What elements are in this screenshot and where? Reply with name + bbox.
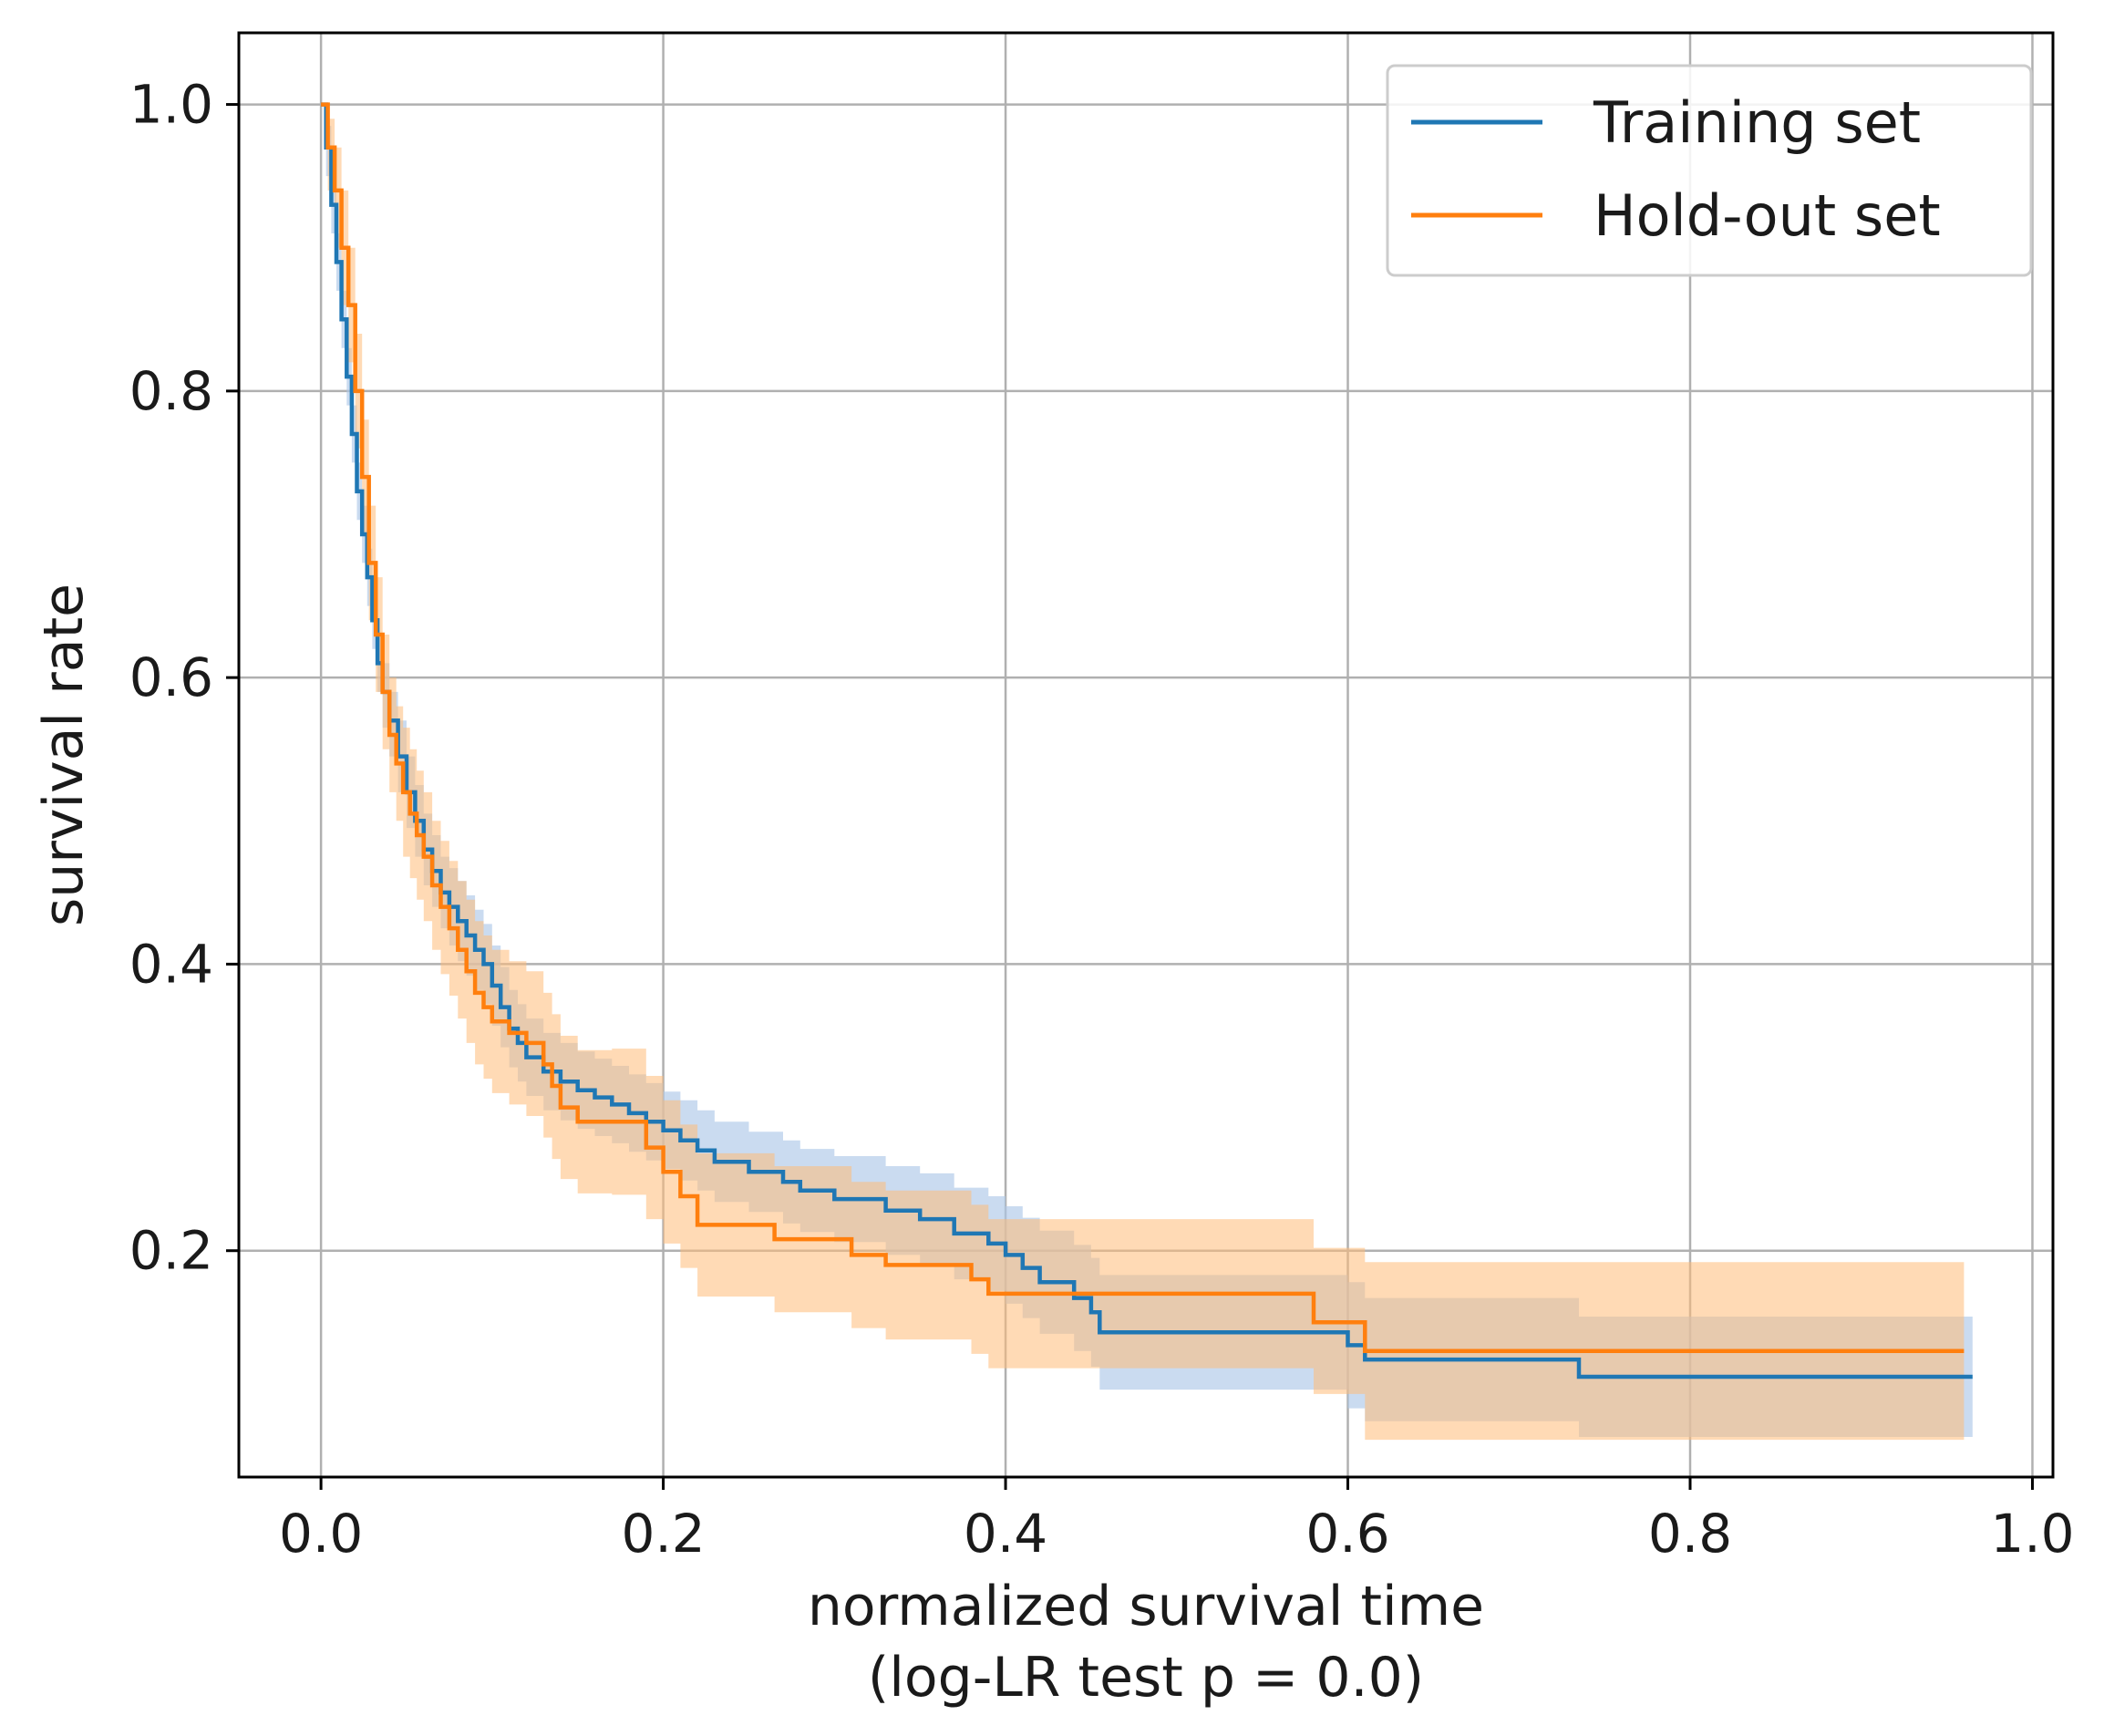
- series-line-0: [321, 102, 1973, 1380]
- x-axis-ticks: 0.0 0.2 0.4 0.6 0.8 1.0: [279, 1477, 2075, 1565]
- plot-frame: [237, 31, 2055, 1479]
- confidence-band-1: [321, 104, 1965, 1441]
- legend-box: [1386, 64, 2033, 277]
- confidence-bands: [321, 104, 1973, 1441]
- y-tick-label-2: 0.6: [129, 646, 213, 708]
- y-axis-label: survival rate: [32, 584, 96, 926]
- x-axis-label: normalized survival time: [808, 1575, 1484, 1638]
- y-tick-label-4: 1.0: [129, 74, 213, 136]
- y-tick-label-1: 0.4: [129, 933, 213, 995]
- y-axis-ticks: 0.2 0.4 0.6 0.8 1.0: [129, 74, 239, 1282]
- y-tick-label-0: 0.2: [129, 1220, 213, 1282]
- legend-label-training: Training set: [1593, 89, 1921, 156]
- x-tick-label-1: 0.2: [621, 1503, 705, 1565]
- y-tick-label-3: 0.8: [129, 360, 213, 422]
- x-tick-label-4: 0.8: [1648, 1503, 1732, 1565]
- x-tick-label-3: 0.6: [1305, 1503, 1389, 1565]
- x-tick-label-0: 0.0: [279, 1503, 363, 1565]
- legend-label-holdout: Hold-out set: [1593, 182, 1941, 249]
- x-tick-label-2: 0.4: [964, 1503, 1047, 1565]
- x-tick-label-5: 1.0: [1990, 1503, 2074, 1565]
- series-lines: [321, 102, 1973, 1380]
- legend: Training set Hold-out set: [1386, 64, 2033, 277]
- series-line-1: [321, 102, 1965, 1353]
- x-axis-label-line2: (log-LR test p = 0.0): [868, 1646, 1424, 1710]
